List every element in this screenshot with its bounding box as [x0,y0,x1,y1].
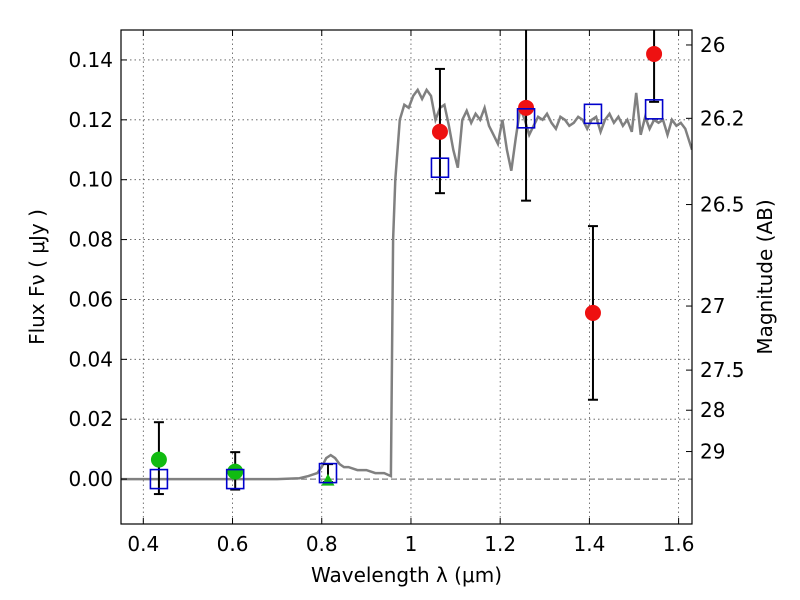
mag-tick-label: 29 [700,440,725,464]
y-tick-label: 0.14 [68,48,113,72]
y-axis-title: Flux Fν ( μJy ) [25,209,49,345]
mag-tick-label: 26.2 [700,106,745,130]
y-tick-label: 0.08 [68,228,113,252]
model-point [430,157,450,179]
y-tick-label: 0.00 [68,467,113,491]
model-point [225,468,245,490]
x-tick-label: 1 [405,532,418,556]
x-tick-label: 0.8 [306,532,338,556]
x-tick-label: 1.6 [663,532,695,556]
data-point [431,123,448,140]
y2-axis-title: Magnitude (AB) [753,199,777,354]
x-tick-label: 1.2 [484,532,516,556]
y-tick-label: 0.06 [68,287,113,311]
x-tick-label: 0.4 [127,532,159,556]
mag-tick-label: 27.5 [700,358,745,382]
mag-tick-label: 26 [700,33,725,57]
x-tick-label: 0.6 [217,532,249,556]
model-point [644,99,664,120]
mag-tick-label: 28 [700,398,725,422]
spectrum-layer [121,87,692,481]
data-point [227,463,244,480]
ticks-layer: 0.4 0.6 0.8 1 1.2 1.4 1.6 0.00 0.02 0.04 0.06 0.08 0… [68,30,745,556]
y-tick-label: 0.04 [68,347,113,371]
mag-tick-label: 26.5 [700,193,745,217]
x-tick-label: 1.4 [573,532,605,556]
plot-frame [120,29,693,525]
grid-lines [121,30,692,524]
data-point [584,304,601,321]
y-tick-label: 0.02 [68,407,113,431]
model-point [583,103,603,125]
data-point [646,45,663,62]
data-point [150,451,167,468]
points-layer [149,30,664,496]
mag-tick-label: 27 [700,294,725,318]
y-tick-label: 0.10 [68,168,113,192]
spectrum-line [121,87,692,481]
model-point [149,468,169,490]
data-point [518,99,535,116]
model-point [318,462,338,484]
y-tick-label: 0.12 [68,108,113,132]
model-point [516,108,536,129]
x-axis-title: Wavelength λ (μm) [311,563,502,587]
